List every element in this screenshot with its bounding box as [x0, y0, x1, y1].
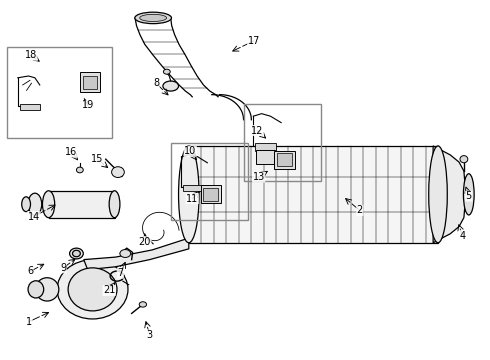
Bar — [80, 72, 100, 92]
Bar — [183, 185, 203, 192]
Polygon shape — [84, 238, 189, 270]
Text: 10: 10 — [184, 146, 196, 156]
Text: 8: 8 — [153, 78, 159, 88]
Text: 6: 6 — [27, 266, 33, 276]
Ellipse shape — [109, 191, 120, 218]
Ellipse shape — [28, 281, 44, 298]
Ellipse shape — [57, 260, 128, 319]
Text: 20: 20 — [139, 237, 151, 247]
Bar — [49, 191, 115, 218]
Text: 17: 17 — [247, 36, 260, 46]
Ellipse shape — [73, 250, 80, 257]
Text: 16: 16 — [66, 147, 78, 157]
Bar — [189, 146, 438, 243]
Text: 15: 15 — [91, 154, 103, 164]
Ellipse shape — [178, 146, 199, 243]
Text: 19: 19 — [81, 100, 94, 111]
Text: 5: 5 — [466, 191, 472, 201]
Text: 3: 3 — [147, 330, 153, 340]
Bar — [171, 143, 248, 220]
Ellipse shape — [35, 278, 59, 301]
Ellipse shape — [140, 14, 167, 22]
Bar — [277, 153, 292, 166]
Ellipse shape — [135, 12, 171, 24]
Bar — [244, 104, 321, 181]
Ellipse shape — [22, 197, 30, 212]
Bar — [6, 47, 112, 138]
Text: 2: 2 — [357, 206, 363, 216]
Ellipse shape — [68, 268, 117, 311]
Ellipse shape — [429, 146, 447, 243]
Ellipse shape — [139, 302, 147, 307]
Ellipse shape — [43, 191, 55, 218]
Text: 13: 13 — [252, 172, 265, 182]
Ellipse shape — [28, 193, 42, 215]
Text: 4: 4 — [459, 231, 466, 240]
Ellipse shape — [112, 167, 124, 177]
Text: 9: 9 — [60, 263, 66, 273]
Text: 21: 21 — [103, 285, 115, 296]
Bar — [256, 149, 275, 164]
Bar — [274, 150, 295, 169]
Text: 18: 18 — [25, 50, 37, 60]
Text: 1: 1 — [26, 317, 32, 327]
Bar — [255, 143, 276, 150]
Ellipse shape — [464, 174, 474, 215]
Bar — [83, 76, 98, 89]
Text: 12: 12 — [251, 126, 264, 135]
Bar — [201, 185, 220, 203]
Polygon shape — [433, 146, 466, 243]
Text: 7: 7 — [117, 268, 123, 278]
Ellipse shape — [120, 249, 131, 257]
Bar — [20, 104, 40, 110]
Ellipse shape — [460, 156, 468, 163]
Text: 14: 14 — [28, 212, 40, 221]
Bar — [203, 188, 218, 201]
Text: 11: 11 — [186, 194, 198, 204]
Ellipse shape — [163, 81, 178, 91]
Ellipse shape — [76, 167, 83, 173]
Ellipse shape — [70, 248, 83, 259]
Ellipse shape — [163, 69, 170, 74]
